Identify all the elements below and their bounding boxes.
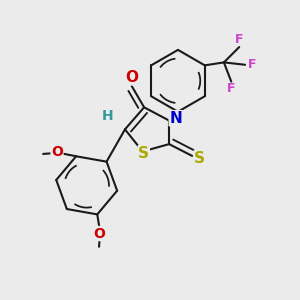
- Text: H: H: [101, 109, 113, 123]
- Text: F: F: [235, 33, 243, 46]
- Text: O: O: [125, 70, 138, 85]
- Text: O: O: [51, 145, 63, 159]
- Text: F: F: [227, 82, 236, 95]
- Text: N: N: [169, 111, 182, 126]
- Text: S: S: [138, 146, 149, 161]
- Text: S: S: [194, 151, 205, 166]
- Text: O: O: [94, 226, 106, 241]
- Text: F: F: [248, 58, 256, 71]
